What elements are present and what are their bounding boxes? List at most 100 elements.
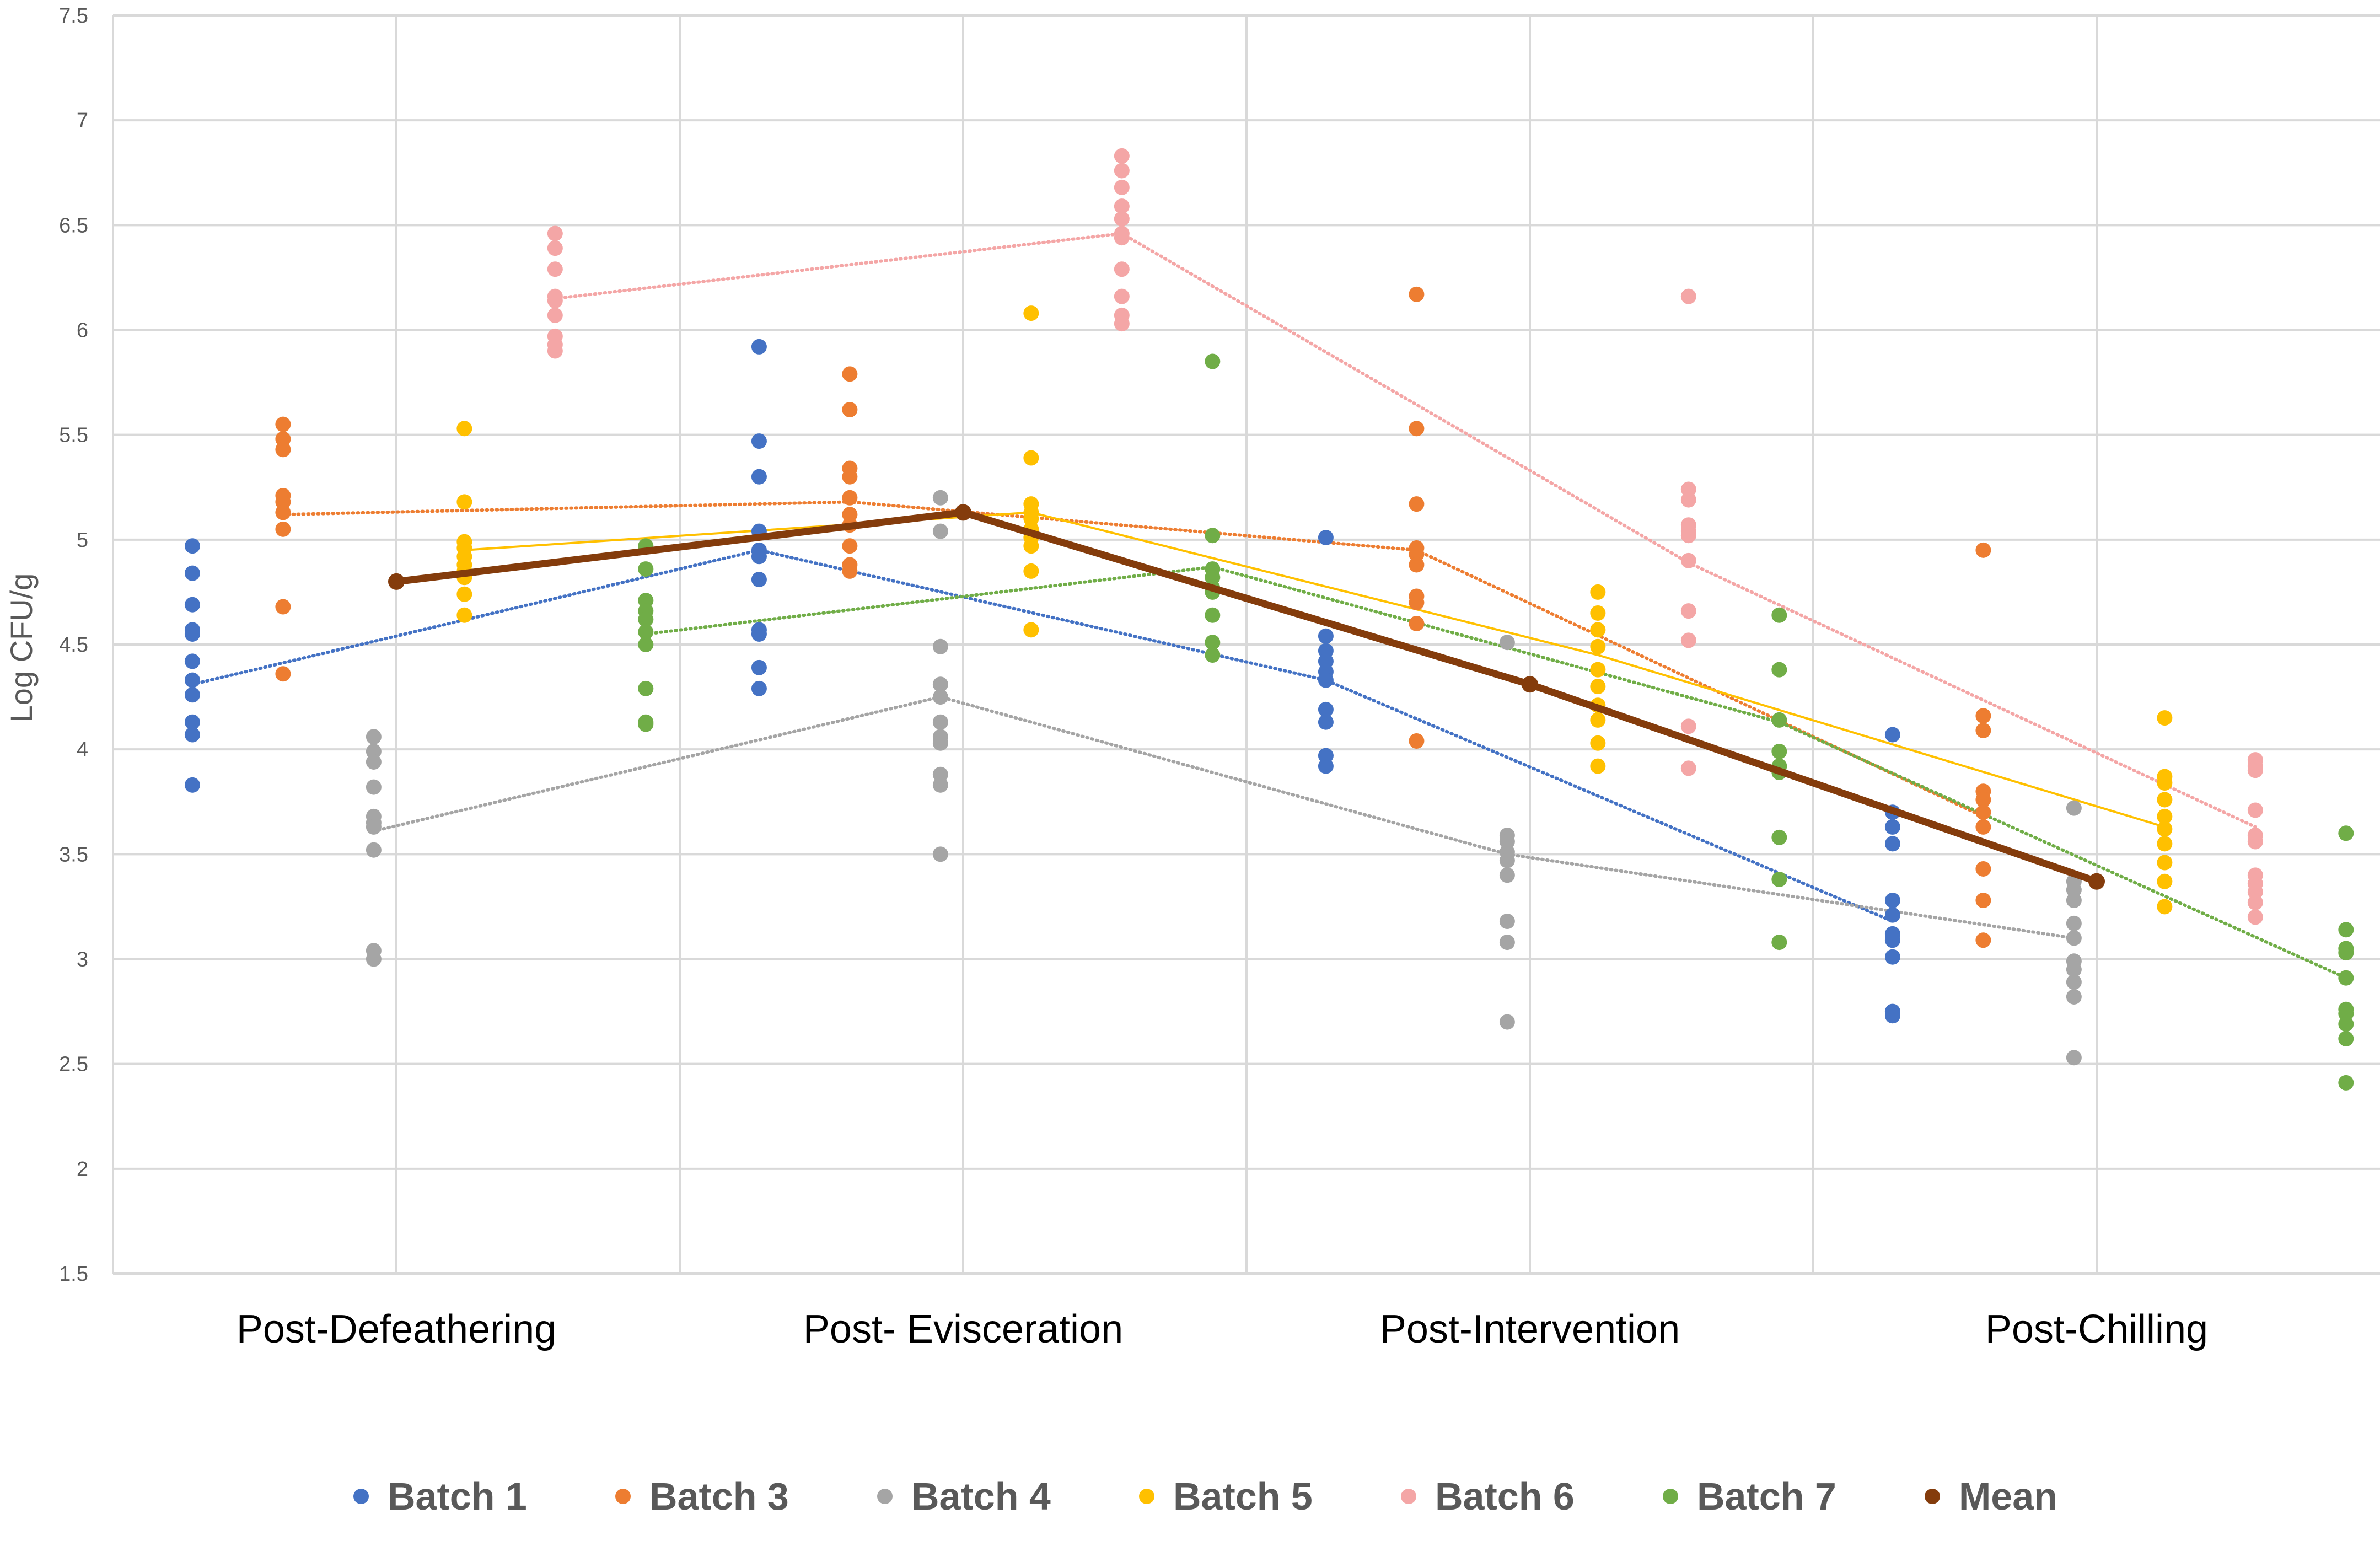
point-batch-1 xyxy=(751,469,767,485)
point-batch-4 xyxy=(932,735,948,751)
point-batch-3 xyxy=(1409,594,1425,610)
point-batch-1 xyxy=(184,777,200,793)
point-batch-3 xyxy=(1975,932,1991,948)
point-batch-4 xyxy=(2066,800,2082,816)
point-batch-3 xyxy=(1975,893,1991,909)
point-batch-6 xyxy=(1680,718,1696,734)
point-batch-5 xyxy=(1590,679,1606,695)
point-batch-1 xyxy=(1318,714,1334,730)
point-batch-3 xyxy=(1409,615,1425,631)
point-batch-3 xyxy=(842,538,858,554)
point-batch-1 xyxy=(1318,672,1334,688)
point-batch-3 xyxy=(1409,733,1425,749)
point-batch-5 xyxy=(1590,712,1606,728)
point-batch-5 xyxy=(1023,305,1039,321)
x-category-label: Post-Intervention xyxy=(1380,1307,1680,1351)
point-batch-4 xyxy=(366,951,382,967)
point-batch-6 xyxy=(1114,316,1130,332)
point-batch-7 xyxy=(1771,743,1787,759)
point-batch-7 xyxy=(638,680,654,696)
point-batch-7 xyxy=(1771,662,1787,678)
point-batch-7 xyxy=(1771,712,1787,728)
point-batch-6 xyxy=(1680,603,1696,619)
point-batch-7 xyxy=(1771,935,1787,951)
point-batch-5 xyxy=(2157,899,2173,915)
trend-line-batch-4 xyxy=(372,695,2076,940)
y-tick-label-4.5: 4.5 xyxy=(59,633,88,657)
point-batch-6 xyxy=(1680,288,1696,304)
point-batch-6 xyxy=(547,343,563,359)
point-batch-6 xyxy=(1680,552,1696,568)
point-batch-5 xyxy=(1023,538,1039,554)
point-batch-1 xyxy=(751,659,767,675)
point-batch-4 xyxy=(1499,852,1515,868)
point-batch-5 xyxy=(1023,622,1039,638)
point-batch-5 xyxy=(1590,605,1606,621)
point-batch-4 xyxy=(366,842,382,858)
x-category-labels: Post-Defeathering Post- Evisceration Post-… xyxy=(237,1307,2208,1351)
point-batch-6 xyxy=(1114,179,1130,195)
point-batch-7 xyxy=(1771,607,1787,623)
y-tick-label-3: 3 xyxy=(77,948,88,971)
point-batch-3 xyxy=(842,563,858,579)
y-tick-labels: 1.5 2 2.5 3 3.5 4 4.5 5 5.5 6 6.5 7 7.5 xyxy=(59,4,88,1286)
point-batch-3 xyxy=(842,469,858,485)
point-batch-5 xyxy=(1590,584,1606,600)
point-batch-3 xyxy=(842,490,858,506)
point-batch-1 xyxy=(1884,819,1900,835)
point-batch-5 xyxy=(1590,638,1606,654)
point-batch-3 xyxy=(1975,804,1991,820)
point-batch-6 xyxy=(1680,760,1696,776)
legend-label-batch-3: Batch 3 xyxy=(649,1475,789,1518)
trend-line-batch-3 xyxy=(281,500,1985,818)
mean-point xyxy=(1522,676,1538,693)
point-batch-7 xyxy=(1205,647,1221,663)
point-batch-7 xyxy=(2338,970,2354,986)
point-batch-6 xyxy=(1114,148,1130,164)
point-batch-1 xyxy=(751,433,767,449)
point-batch-4 xyxy=(366,779,382,795)
point-batch-1 xyxy=(751,549,767,565)
point-batch-1 xyxy=(1884,727,1900,743)
point-batch-5 xyxy=(1590,662,1606,678)
point-batch-1 xyxy=(1884,932,1900,948)
point-batch-5 xyxy=(456,494,472,510)
point-batch-5 xyxy=(1590,622,1606,638)
point-batch-3 xyxy=(1409,421,1425,437)
point-batch-6 xyxy=(1114,288,1130,304)
y-tick-label-1.5: 1.5 xyxy=(59,1263,88,1286)
point-batch-4 xyxy=(366,729,382,745)
point-batch-3 xyxy=(275,504,291,520)
point-batch-6 xyxy=(1114,198,1130,214)
point-batch-3 xyxy=(1975,819,1991,835)
point-batch-4 xyxy=(932,714,948,730)
point-batch-6 xyxy=(2247,909,2263,925)
point-batch-1 xyxy=(1318,701,1334,717)
point-batch-6 xyxy=(547,307,563,323)
point-batch-5 xyxy=(2157,808,2173,824)
trend-line-batch-5 xyxy=(464,511,2165,828)
point-batch-1 xyxy=(1884,836,1900,852)
point-batch-5 xyxy=(2157,855,2173,871)
point-batch-4 xyxy=(932,689,948,705)
point-batch-4 xyxy=(1499,1014,1515,1030)
point-batch-4 xyxy=(932,777,948,793)
point-batch-6 xyxy=(1114,211,1130,227)
point-batch-6 xyxy=(2247,894,2263,910)
point-batch-1 xyxy=(751,626,767,642)
y-tick-label-7.5: 7.5 xyxy=(59,4,88,28)
point-batch-4 xyxy=(2066,1050,2082,1066)
point-batch-7 xyxy=(1205,635,1221,651)
point-batch-5 xyxy=(1590,758,1606,774)
point-batch-4 xyxy=(2066,893,2082,909)
point-batch-6 xyxy=(2247,802,2263,818)
point-batch-7 xyxy=(1205,607,1221,623)
legend-marker-mean xyxy=(1925,1489,1940,1504)
point-batch-1 xyxy=(184,672,200,688)
point-batch-5 xyxy=(1590,735,1606,751)
x-category-label: Post- Evisceration xyxy=(803,1307,1123,1351)
trend-line-batch-1 xyxy=(190,548,1894,923)
point-batch-1 xyxy=(184,653,200,669)
point-batch-5 xyxy=(2157,821,2173,837)
